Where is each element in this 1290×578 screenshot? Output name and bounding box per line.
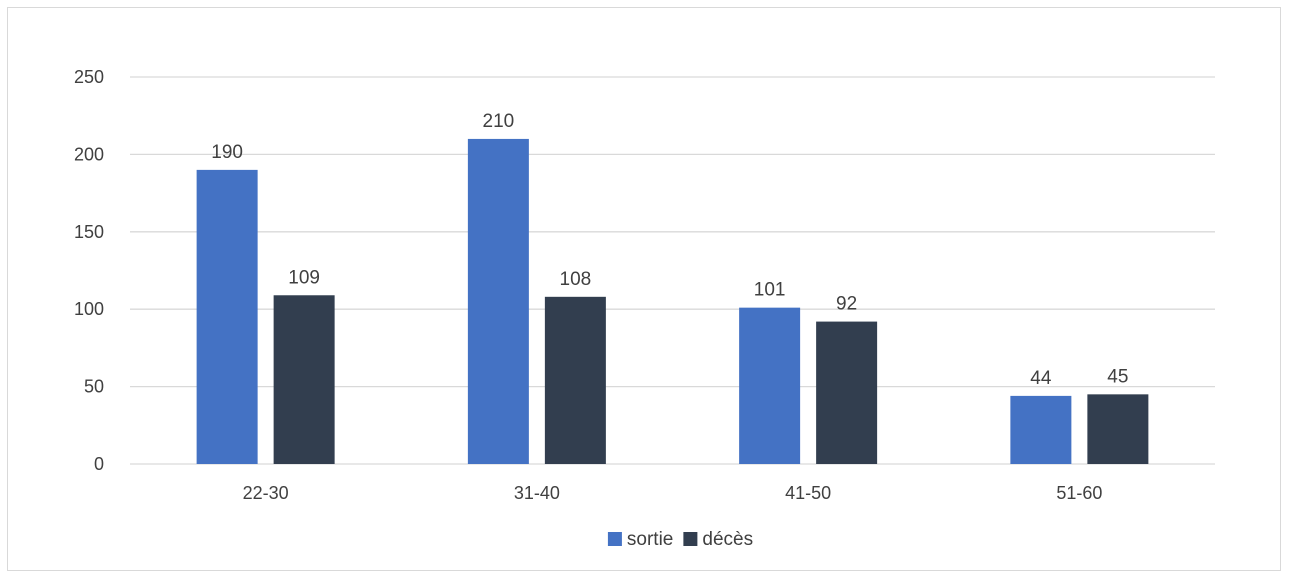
x-tick-label: 41-50: [785, 483, 831, 503]
bar-décès-31-40: [544, 296, 606, 464]
bar-sortie-31-40: [467, 138, 529, 465]
bar-sortie-41-50: [739, 307, 801, 464]
data-label-décès-22-30: 109: [288, 267, 320, 288]
y-tick-label: 250: [74, 67, 104, 87]
legend: sortie décès: [607, 529, 753, 550]
legend-label-sortie: sortie: [627, 529, 673, 550]
data-label-sortie-41-50: 101: [754, 280, 786, 301]
y-tick-label: 100: [74, 299, 104, 319]
bar-sortie-22-30: [196, 169, 258, 464]
data-label-sortie-31-40: 210: [483, 111, 515, 132]
x-tick-label: 31-40: [514, 483, 560, 503]
y-tick-label: 150: [74, 222, 104, 242]
legend-swatch-décès: [683, 532, 698, 546]
y-tick-label: 50: [84, 377, 104, 397]
legend-swatch-sortie: [607, 532, 622, 546]
bar-décès-51-60: [1087, 394, 1149, 464]
data-label-décès-41-50: 92: [836, 294, 857, 315]
bar-sortie-51-60: [1010, 395, 1072, 464]
data-label-décès-51-60: 45: [1107, 366, 1128, 387]
bars: [196, 138, 1149, 465]
bar-décès-22-30: [273, 295, 335, 464]
bar-décès-41-50: [816, 321, 878, 464]
x-tick-label: 22-30: [243, 483, 289, 503]
y-tick-label: 0: [94, 454, 104, 474]
y-tick-label: 200: [74, 144, 104, 164]
data-label-sortie-22-30: 190: [211, 142, 243, 163]
data-labels: 190 109 210 108 101 92 44 45: [211, 111, 1128, 389]
legend-label-décès: décès: [702, 529, 753, 550]
data-label-sortie-51-60: 44: [1030, 368, 1052, 389]
y-axis-ticks: 0 50 100 150 200 250: [74, 67, 104, 474]
x-tick-label: 51-60: [1056, 483, 1102, 503]
x-axis-ticks: 22-30 31-40 41-50 51-60: [243, 483, 1103, 503]
data-label-décès-31-40: 108: [560, 269, 592, 290]
